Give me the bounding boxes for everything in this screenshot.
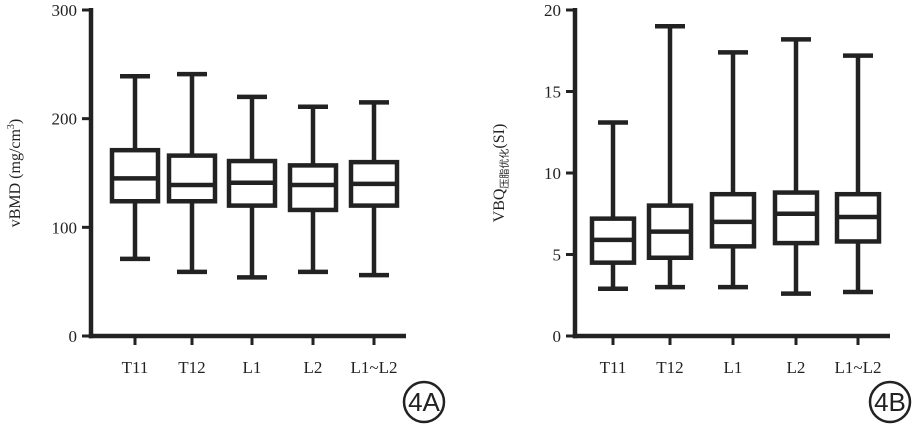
x-tick-label: L1 [724, 358, 743, 377]
iqr-box [109, 147, 161, 204]
panel-badge: 4A [402, 380, 446, 424]
x-tick-label: T12 [656, 358, 683, 377]
iqr-box [287, 163, 339, 213]
y-tick-label: 100 [52, 218, 78, 237]
panel-a-vbmd-boxplot: 0 100 200 300 T11 T12 L1 L2 L1~L2 vBMD (mg/cm3) 4A [6, 1, 446, 424]
y-tick-label: 200 [52, 110, 78, 129]
panel-badge-circle [402, 380, 446, 424]
y-tick-label: 0 [69, 327, 78, 346]
panel-badge-label: 4A [408, 387, 440, 417]
x-tick-label: T11 [600, 358, 627, 377]
box-t11 [589, 120, 637, 291]
x-tick-label: L1~L2 [351, 358, 398, 377]
iqr-box [772, 190, 820, 246]
y-axis-title: VBQ压脂优化(SI) [491, 124, 511, 223]
box-t11 [109, 74, 161, 262]
y-tick-label: 15 [544, 83, 561, 102]
panel-badge-label: 4B [874, 387, 906, 417]
y-tick-label: 0 [553, 327, 562, 346]
x-tick-label: L1 [243, 358, 262, 377]
y-tick-label: 5 [553, 246, 562, 265]
panel-badge-circle [868, 380, 912, 424]
box-t12 [646, 24, 694, 290]
y-tick-label: 20 [544, 1, 561, 20]
box-l1l2 [834, 53, 882, 295]
x-tick-label: L1~L2 [835, 358, 882, 377]
y-tick-label: 10 [544, 164, 561, 183]
panel-b-vbq-boxplot: 0 5 10 15 20 T11 T12 L1 L2 L1~L2 VBQ压脂优化(SI) 4B [491, 1, 912, 424]
box-l2 [287, 104, 339, 275]
box-l1 [226, 94, 278, 280]
y-tick-label: 300 [52, 1, 78, 20]
box-t12 [166, 71, 218, 275]
box-l1l2 [348, 100, 400, 278]
box-l1 [709, 50, 757, 290]
x-tick-label: L2 [787, 358, 806, 377]
box-l2 [772, 37, 820, 296]
y-axis-title: vBMD (mg/cm3) [6, 119, 24, 228]
panel-badge: 4B [868, 380, 912, 424]
iqr-box [166, 153, 218, 204]
x-tick-label: T11 [122, 358, 149, 377]
x-tick-label: T12 [178, 358, 205, 377]
x-tick-label: L2 [304, 358, 323, 377]
